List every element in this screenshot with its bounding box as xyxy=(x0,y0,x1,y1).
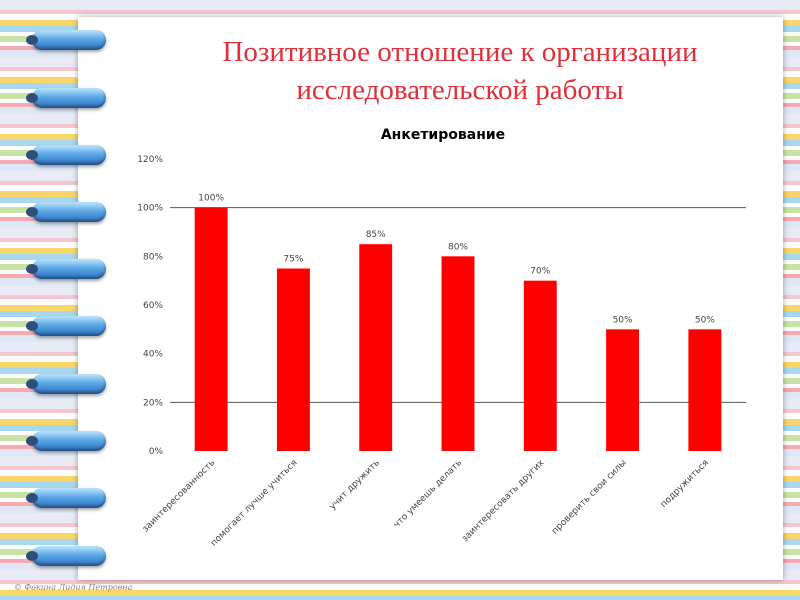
x-category-label: подружиться xyxy=(659,458,711,510)
bar xyxy=(194,207,228,451)
y-axis-ticks: 0% 20% 40% 60% 80% 100% 120% xyxy=(137,155,163,457)
footer-copyright: © Фокина Лидия Петровна xyxy=(14,583,133,592)
data-label: 75% xyxy=(283,255,303,265)
y-tick-label: 20% xyxy=(143,398,163,408)
bar xyxy=(276,268,310,451)
data-label: 50% xyxy=(613,315,633,325)
binding-ring xyxy=(26,488,106,508)
data-label: 50% xyxy=(695,315,715,325)
x-category-label: проверить свои силы xyxy=(550,458,629,537)
data-labels: 100% 75% 85% 80% 70% 50% 50% xyxy=(198,194,715,326)
data-label: 80% xyxy=(448,242,468,252)
binding-ring xyxy=(26,374,106,394)
slide-title-line-2: исследовательской работы xyxy=(296,74,624,106)
bar xyxy=(523,280,557,451)
data-label: 70% xyxy=(530,267,550,277)
y-tick-label: 80% xyxy=(143,252,163,262)
binding-ring xyxy=(26,259,106,279)
binding-ring xyxy=(26,88,106,108)
x-category-label: заинтересованность xyxy=(141,458,217,534)
y-tick-label: 120% xyxy=(137,155,163,165)
binding-ring xyxy=(26,145,106,165)
data-label: 100% xyxy=(198,194,224,204)
bar xyxy=(688,329,722,451)
x-category-label: помогает лучше учиться xyxy=(209,458,300,549)
binding-ring xyxy=(26,316,106,336)
y-tick-label: 60% xyxy=(143,301,163,311)
bar xyxy=(359,244,393,451)
bar xyxy=(606,329,640,451)
bar xyxy=(441,256,475,451)
x-category-label: что умеешь делать xyxy=(392,458,464,530)
y-tick-label: 40% xyxy=(143,350,163,360)
bars xyxy=(194,207,722,451)
slide-title-line-1: Позитивное отношение к организации xyxy=(222,36,698,68)
x-category-label: учит дружить xyxy=(328,458,382,512)
slide-title: Позитивное отношение к организации иссле… xyxy=(110,33,800,109)
binding-ring xyxy=(26,546,106,566)
data-label: 85% xyxy=(366,230,386,240)
y-tick-label: 0% xyxy=(149,447,164,457)
y-tick-label: 100% xyxy=(137,204,163,214)
chart-title: Анкетирование xyxy=(381,127,505,143)
x-category-label: заинтересовать других xyxy=(460,458,547,545)
binding-ring xyxy=(26,431,106,451)
binding-ring xyxy=(26,30,106,50)
binding-ring xyxy=(26,202,106,222)
